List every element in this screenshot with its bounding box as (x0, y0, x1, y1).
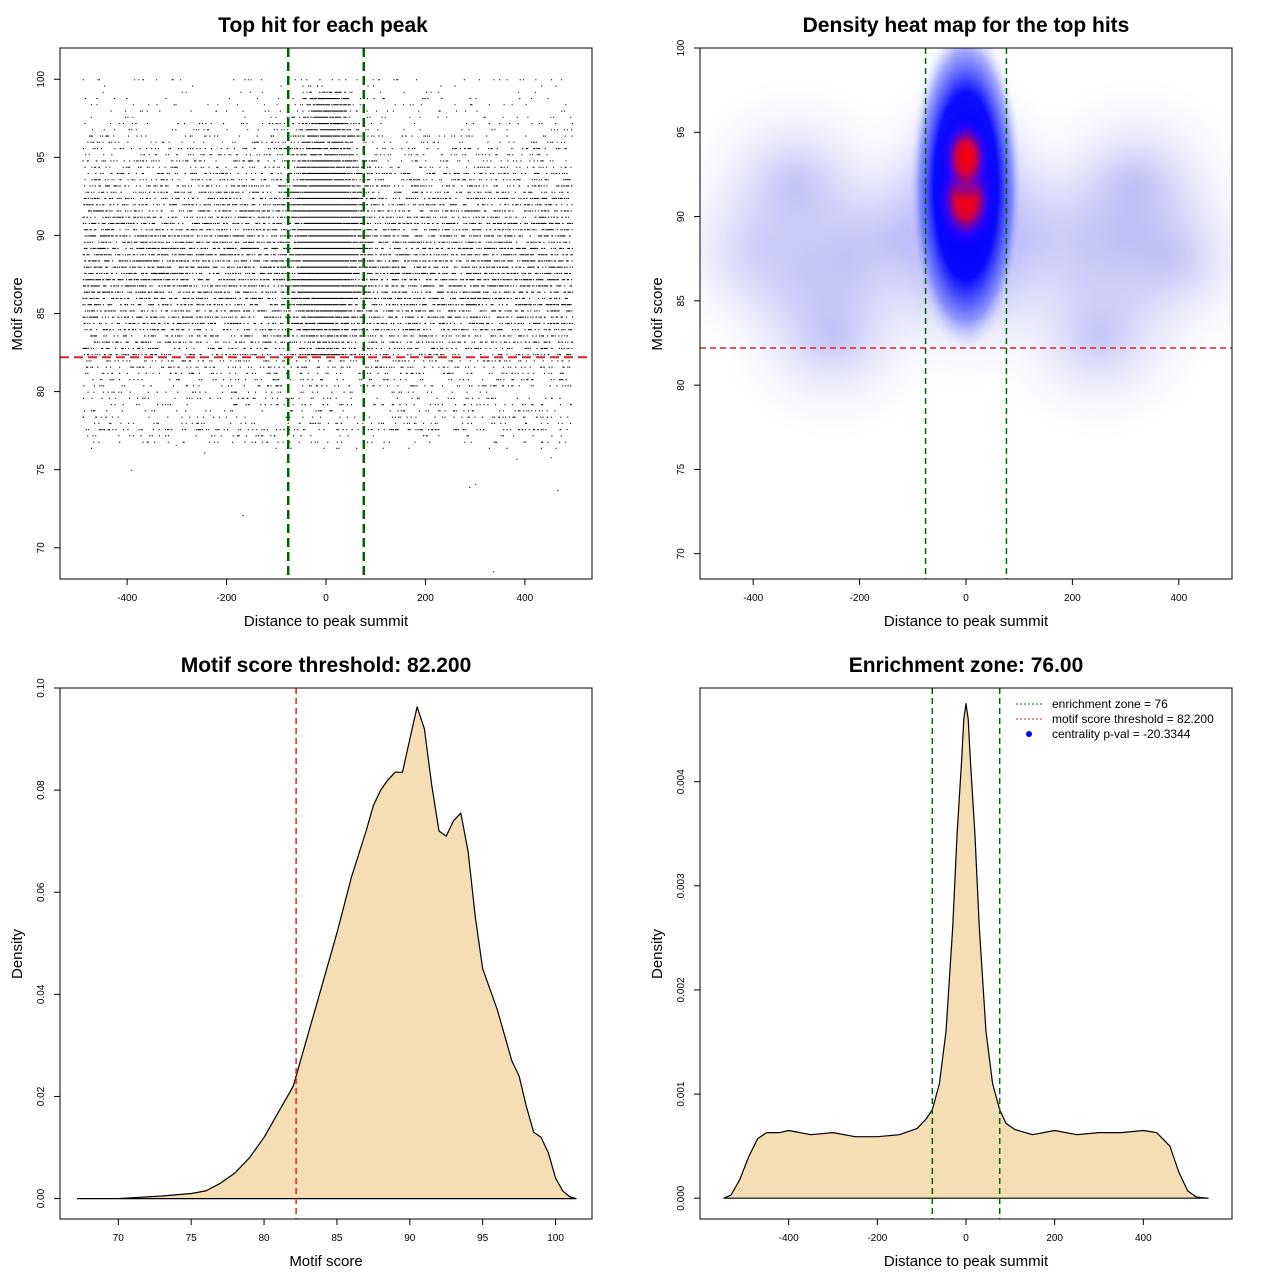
x-tick-label: 70 (113, 1233, 125, 1244)
x-tick-label: 200 (417, 593, 434, 604)
x-axis-label: Distance to peak summit (244, 613, 409, 630)
y-tick-label: 70 (676, 548, 687, 560)
x-tick-label: 400 (1135, 1233, 1152, 1244)
x-tick-label: 200 (1046, 1233, 1063, 1244)
x-tick-label: 200 (1064, 593, 1081, 604)
x-tick-label: 80 (258, 1233, 270, 1244)
y-axis: 70 75 80 85 90 95 100 (676, 39, 700, 559)
x-axis-label: Distance to peak summit (884, 613, 1049, 630)
x-axis: -400 -200 0 200 400 (779, 1219, 1152, 1244)
y-tick-label: 0.04 (36, 984, 47, 1004)
y-tick-label: 0.002 (676, 977, 687, 1002)
legend-pval: centrality p-val = -20.3344 (1052, 727, 1191, 741)
density-area (76, 706, 577, 1200)
y-tick-label: 0.004 (676, 769, 687, 794)
density-area (723, 703, 1209, 1199)
plot-frame (59, 687, 593, 1220)
y-tick-label: 0.02 (36, 1086, 47, 1106)
y-tick-label: 90 (676, 211, 687, 223)
x-tick-label: 400 (1170, 593, 1187, 604)
x-tick-label: -200 (850, 593, 870, 604)
legend-pval-dot (1026, 731, 1032, 737)
y-tick-label: 0.003 (676, 873, 687, 898)
y-tick-label: 85 (36, 308, 47, 320)
y-tick-label: 0.10 (36, 678, 47, 698)
x-tick-label: 85 (331, 1233, 343, 1244)
x-tick-label: 75 (186, 1233, 198, 1244)
x-tick-label: -400 (743, 593, 763, 604)
y-axis-label: Density (649, 928, 666, 979)
y-tick-label: 0.001 (676, 1081, 687, 1106)
y-axis-label: Density (9, 928, 26, 979)
legend-zone: enrichment zone = 76 (1052, 697, 1168, 711)
y-tick-label: 95 (36, 151, 47, 163)
x-axis-label: Motif score (289, 1253, 362, 1270)
x-axis: -400 -200 0 200 400 (117, 579, 534, 604)
x-tick-label: -200 (867, 1233, 887, 1244)
x-tick-label: 400 (517, 593, 534, 604)
scatter-panel: Top hit for each peak -400 -200 0 200 400 70… (9, 14, 593, 630)
y-tick-label: 95 (676, 126, 687, 138)
x-tick-label: -400 (117, 593, 137, 604)
heatmap-density (700, 48, 1232, 445)
y-tick-label: 90 (36, 229, 47, 241)
x-axis: 70 75 80 85 90 95 100 (113, 1219, 564, 1244)
distance-density-panel: Enrichment zone: 76.00 -400 -200 0 200 400 0… (649, 654, 1233, 1270)
y-axis: 0.00 0.02 0.04 0.06 0.08 0.10 (36, 678, 60, 1208)
y-axis-label: Motif score (649, 277, 666, 350)
y-tick-label: 100 (676, 39, 687, 56)
y-tick-label: 80 (36, 386, 47, 398)
y-tick-label: 85 (676, 295, 687, 307)
x-axis: -400 -200 0 200 400 (743, 579, 1188, 604)
chart-title: Density heat map for the top hits (803, 14, 1130, 37)
y-tick-label: 75 (36, 464, 47, 476)
chart-title: Enrichment zone: 76.00 (849, 654, 1084, 677)
legend: enrichment zone = 76 motif score thresho… (1016, 697, 1214, 741)
scatter-points (82, 79, 574, 573)
x-tick-label: 95 (477, 1233, 489, 1244)
chart-title: Motif score threshold: 82.200 (181, 654, 472, 677)
y-tick-label: 0.06 (36, 882, 47, 902)
y-axis: 0.000 0.001 0.002 0.003 0.004 (676, 769, 700, 1211)
chart-title: Top hit for each peak (218, 14, 428, 37)
y-tick-label: 100 (36, 70, 47, 87)
score-density-panel: Motif score threshold: 82.200 70 75 80 85 90… (9, 654, 593, 1270)
y-tick-label: 0.000 (676, 1185, 687, 1210)
y-tick-label: 75 (676, 463, 687, 475)
y-tick-label: 0.08 (36, 780, 47, 800)
y-axis: 70 75 80 85 90 95 100 (36, 70, 60, 553)
x-tick-label: 90 (404, 1233, 416, 1244)
legend-threshold: motif score threshold = 82.200 (1052, 712, 1214, 726)
x-axis-label: Distance to peak summit (884, 1253, 1049, 1270)
y-tick-label: 0.00 (36, 1188, 47, 1208)
density-hotspot (938, 113, 994, 202)
plot-frame (59, 47, 593, 580)
x-tick-label: 0 (323, 593, 329, 604)
x-tick-label: -200 (217, 593, 237, 604)
x-tick-label: 100 (547, 1233, 564, 1244)
y-tick-label: 80 (676, 379, 687, 391)
y-tick-label: 70 (36, 542, 47, 554)
x-tick-label: 0 (963, 1233, 969, 1244)
x-tick-label: -400 (779, 1233, 799, 1244)
scatter-point-cloud (82, 79, 574, 573)
y-axis-label: Motif score (9, 277, 26, 350)
x-tick-label: 0 (963, 593, 969, 604)
heatmap-panel: Density heat map for the top hits -400 -2… (649, 14, 1233, 630)
